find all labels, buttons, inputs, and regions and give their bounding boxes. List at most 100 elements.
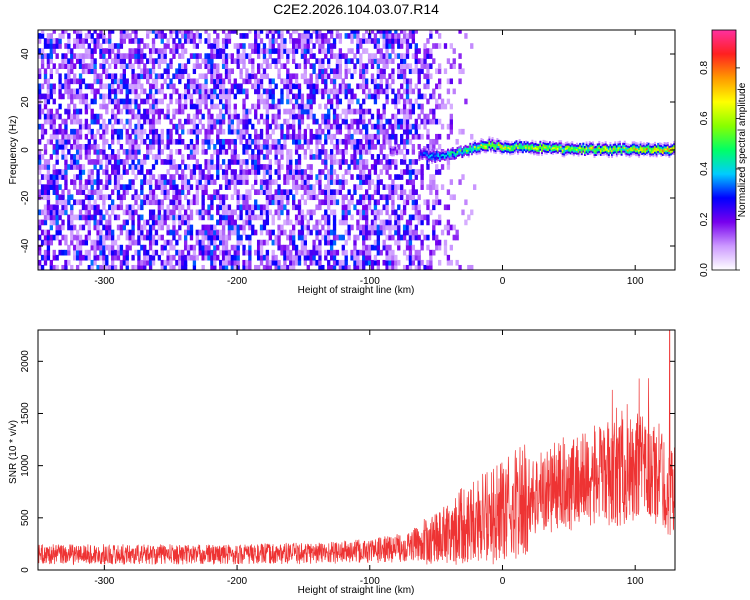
spectrogram-cell: [411, 144, 416, 150]
spectrogram-cell: [292, 234, 296, 241]
ridge-cell: [536, 145, 539, 148]
spectrogram-cell: [227, 123, 232, 130]
spectrogram-cell: [207, 174, 211, 180]
spectrogram-cell: [400, 159, 404, 165]
ridge-cell: [563, 155, 566, 158]
spectrogram-cell: [49, 209, 53, 216]
spectrogram-cell: [204, 254, 208, 261]
spectrogram-cell: [286, 214, 290, 221]
ridge-cell: [502, 150, 505, 154]
ridge-cell: [663, 149, 666, 153]
spectrogram-cell: [248, 108, 252, 115]
spectrogram-cell: [125, 149, 129, 155]
spectrogram-cell: [210, 118, 214, 125]
spectrogram-cell: [379, 48, 383, 54]
spectrogram-cell: [122, 164, 126, 170]
spectrogram-cell: [256, 103, 261, 110]
spectrogram-cell: [254, 48, 258, 54]
spectrogram-cell: [283, 133, 287, 140]
spectrogram-cell: [458, 264, 462, 270]
spectrogram-cell: [312, 249, 316, 256]
spectrogram-cell: [251, 224, 255, 231]
spectrogram-cell: [183, 98, 188, 105]
spectrogram-cell: [216, 78, 220, 85]
spectrogram-cell: [437, 259, 442, 266]
ridge-cell: [434, 154, 437, 158]
spectrogram-cell: [140, 259, 144, 266]
spectrogram-cell: [224, 244, 229, 251]
spectrogram-cell: [148, 189, 153, 195]
spectrogram-cell: [140, 204, 144, 211]
spectrogram-cell: [344, 214, 348, 221]
spectrogram-cell: [256, 48, 261, 54]
spectrogram-cell: [248, 169, 252, 175]
spectrogram-cell: [131, 214, 135, 221]
spectrogram-cell: [265, 209, 270, 216]
spectrogram-cell: [426, 199, 430, 206]
spectrogram-cell: [175, 98, 179, 105]
spectrogram-cell: [388, 164, 392, 170]
spectrogram-cell: [353, 264, 357, 270]
spectrogram-cell: [134, 98, 138, 105]
spectrogram-cell: [204, 189, 208, 195]
spectrogram-cell: [251, 169, 255, 175]
spectrogram-cell: [391, 88, 395, 95]
ridge-cell: [518, 150, 521, 153]
ridge-cell: [566, 145, 569, 148]
ridge-cell: [660, 142, 663, 146]
ridge-cell: [442, 149, 445, 153]
spectrogram-cell: [408, 189, 413, 195]
spectrogram-cell: [268, 229, 272, 236]
spectrogram-cell: [268, 123, 272, 130]
spectrogram-cell: [251, 154, 255, 160]
spectrogram-cell: [294, 184, 299, 190]
spectrogram-cell: [40, 264, 45, 270]
spectrogram-cell: [113, 93, 118, 100]
spectrogram-cell: [181, 138, 185, 145]
spectrogram-cell: [134, 144, 138, 150]
spectrogram-cell: [382, 164, 386, 170]
spectrogram-cell: [198, 244, 202, 251]
spectrogram-cell: [242, 159, 246, 165]
spectrogram-cell: [277, 138, 281, 145]
spectrogram-cell: [151, 43, 156, 49]
spectrogram-cell: [306, 219, 310, 226]
spectrogram-cell: [297, 108, 302, 115]
ridge-cell: [459, 145, 462, 148]
spectrogram-cell: [385, 204, 389, 211]
spectrogram-cell: [306, 249, 310, 256]
ridge-cell: [655, 153, 658, 156]
ridge-cell: [429, 158, 432, 161]
spectrogram-cell: [236, 194, 240, 201]
spectrogram-cell: [224, 103, 229, 110]
spectrogram-cell: [93, 113, 97, 120]
spectrogram-cell: [385, 48, 389, 54]
spectrogram-cell: [227, 184, 232, 190]
spectrogram-cell: [221, 58, 226, 64]
spectrogram-cell: [274, 154, 278, 160]
spectrogram-cell: [227, 249, 232, 256]
spectrogram-cell: [90, 38, 94, 44]
spectrogram-cell: [46, 98, 51, 105]
spectrogram-cell: [449, 244, 453, 251]
spectrogram-cell: [271, 199, 275, 206]
spectrogram-cell: [289, 113, 293, 120]
spectrogram-cell: [67, 108, 71, 115]
spectrogram-cell: [262, 98, 267, 105]
spectrogram-cell: [160, 244, 164, 251]
spectrogram-cell: [280, 63, 284, 69]
spectrogram-cell: [113, 78, 118, 85]
spectrogram-cell: [81, 98, 86, 105]
ridge-cell: [507, 148, 510, 151]
spectrogram-cell: [274, 254, 278, 261]
spectrogram-cell: [248, 43, 252, 49]
ridge-cell: [593, 151, 596, 155]
spectrogram-cell: [38, 93, 42, 100]
ridge-cell: [569, 144, 572, 147]
spectrogram-cell: [105, 184, 109, 190]
spectrogram-cell: [373, 43, 378, 49]
spectrogram-cell: [175, 33, 179, 39]
ridge-cell: [531, 141, 534, 145]
spectrogram-cell: [99, 93, 103, 100]
spectrogram-cell: [160, 184, 164, 190]
